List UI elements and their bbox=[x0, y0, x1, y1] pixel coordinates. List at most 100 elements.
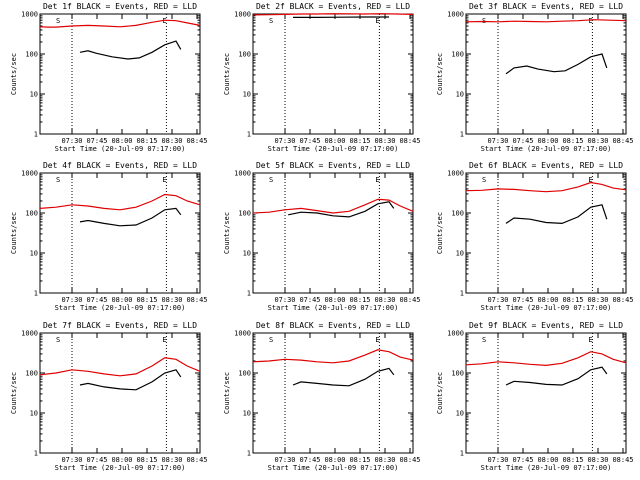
x-tick-label: 07:30 bbox=[61, 296, 82, 304]
y-tick-label: 1000 bbox=[447, 11, 464, 19]
detector-panel-2: Det 2f BLACK = Events, RED = LLD 1 10 100 10… bbox=[223, 2, 421, 153]
x-tick-label: 08:45 bbox=[612, 137, 633, 145]
x-tick-label: 08:00 bbox=[537, 296, 558, 304]
y-axis-label: Counts/sec bbox=[223, 372, 231, 414]
x-tick-label: 07:45 bbox=[512, 296, 533, 304]
x-tick-label: 07:30 bbox=[61, 456, 82, 464]
plot-frame bbox=[465, 332, 627, 454]
x-tick-label: 08:00 bbox=[324, 296, 345, 304]
x-tick-label: 08:15 bbox=[349, 456, 370, 464]
x-tick-label: 08:15 bbox=[136, 456, 157, 464]
x-tick-label: 08:45 bbox=[186, 456, 207, 464]
y-tick-label: 1000 bbox=[21, 330, 38, 338]
y-tick-label: 1 bbox=[247, 131, 251, 139]
x-tick-label: 07:30 bbox=[274, 456, 295, 464]
lld-series-line bbox=[252, 198, 414, 214]
x-tick-label: 08:30 bbox=[161, 456, 182, 464]
x-tick-label: 08:00 bbox=[324, 137, 345, 145]
y-tick-label: 100 bbox=[238, 210, 251, 218]
x-tick-label: 07:30 bbox=[61, 137, 82, 145]
plot-frame bbox=[252, 332, 414, 454]
panel-title: Det 6f BLACK = Events, RED = LLD bbox=[469, 161, 623, 170]
time-marker-label: S bbox=[56, 176, 60, 184]
x-tick-label: 08:30 bbox=[161, 137, 182, 145]
x-tick-label: 08:00 bbox=[537, 456, 558, 464]
y-tick-label: 1000 bbox=[21, 11, 38, 19]
y-tick-label: 10 bbox=[456, 250, 464, 258]
x-axis-label: Start Time (20-Jul-09 07:17:00) bbox=[268, 464, 399, 472]
y-tick-label: 10 bbox=[30, 91, 38, 99]
time-marker-label: E bbox=[588, 17, 592, 25]
y-tick-label: 1000 bbox=[21, 170, 38, 178]
x-axis-label: Start Time (20-Jul-09 07:17:00) bbox=[55, 464, 186, 472]
x-tick-label: 08:45 bbox=[612, 296, 633, 304]
detector-panel-9: Det 9f BLACK = Events, RED = LLD 1 10 100 10… bbox=[436, 321, 634, 472]
x-axis-label: Start Time (20-Jul-09 07:17:00) bbox=[55, 304, 186, 312]
panel-title: Det 8f BLACK = Events, RED = LLD bbox=[256, 321, 410, 330]
plot-frame bbox=[39, 13, 201, 135]
time-marker-label: S bbox=[269, 176, 273, 184]
y-axis-label: Counts/sec bbox=[10, 212, 18, 254]
plot-frame bbox=[39, 332, 201, 454]
panel-title: Det 5f BLACK = Events, RED = LLD bbox=[256, 161, 410, 170]
y-tick-label: 1000 bbox=[447, 170, 464, 178]
plot-frame bbox=[465, 172, 627, 294]
x-axis-label: Start Time (20-Jul-09 07:17:00) bbox=[268, 304, 399, 312]
time-marker-label: S bbox=[56, 336, 60, 344]
y-tick-label: 100 bbox=[238, 51, 251, 59]
events-series-line bbox=[79, 207, 182, 227]
x-tick-label: 07:30 bbox=[274, 137, 295, 145]
x-tick-label: 07:30 bbox=[487, 296, 508, 304]
x-tick-label: 07:45 bbox=[299, 296, 320, 304]
y-tick-label: 10 bbox=[243, 410, 251, 418]
detector-panel-1: Det 1f BLACK = Events, RED = LLD 1 10 100 10… bbox=[10, 2, 208, 153]
detector-panel-6: Det 6f BLACK = Events, RED = LLD 1 10 100 10… bbox=[436, 161, 634, 312]
y-axis-label: Counts/sec bbox=[436, 372, 444, 414]
y-tick-label: 100 bbox=[451, 210, 464, 218]
x-tick-label: 08:15 bbox=[349, 137, 370, 145]
x-tick-label: 07:45 bbox=[512, 137, 533, 145]
x-axis-label: Start Time (20-Jul-09 07:17:00) bbox=[481, 304, 612, 312]
time-marker-label: E bbox=[375, 17, 379, 25]
time-marker-label: S bbox=[269, 336, 273, 344]
lld-series-line bbox=[39, 357, 201, 377]
x-tick-label: 08:45 bbox=[399, 137, 420, 145]
x-tick-label: 07:45 bbox=[86, 137, 107, 145]
x-tick-label: 07:30 bbox=[487, 456, 508, 464]
y-tick-label: 1000 bbox=[234, 170, 251, 178]
x-tick-label: 08:15 bbox=[562, 137, 583, 145]
time-marker-label: E bbox=[588, 336, 592, 344]
x-tick-label: 08:30 bbox=[587, 296, 608, 304]
x-tick-label: 08:00 bbox=[111, 456, 132, 464]
plot-frame bbox=[465, 13, 627, 135]
events-series-line bbox=[288, 201, 395, 218]
y-tick-label: 10 bbox=[456, 410, 464, 418]
detector-panel-4: Det 4f BLACK = Events, RED = LLD 1 10 100 10… bbox=[10, 161, 208, 312]
x-tick-label: 08:00 bbox=[111, 296, 132, 304]
x-tick-label: 08:45 bbox=[612, 456, 633, 464]
panel-title: Det 1f BLACK = Events, RED = LLD bbox=[43, 2, 197, 11]
y-tick-label: 100 bbox=[238, 370, 251, 378]
x-tick-label: 07:45 bbox=[299, 137, 320, 145]
x-tick-label: 08:15 bbox=[562, 296, 583, 304]
lld-series-line bbox=[465, 19, 627, 23]
events-series-line bbox=[79, 369, 182, 391]
plot-frame bbox=[252, 13, 414, 135]
y-tick-label: 1 bbox=[34, 450, 38, 458]
y-tick-label: 100 bbox=[25, 51, 38, 59]
lld-series-line bbox=[252, 349, 414, 364]
x-tick-label: 08:30 bbox=[587, 137, 608, 145]
detector-panel-5: Det 5f BLACK = Events, RED = LLD 1 10 100 10… bbox=[223, 161, 421, 312]
time-marker-label: E bbox=[162, 336, 166, 344]
detector-panel-7: Det 7f BLACK = Events, RED = LLD 1 10 100 10… bbox=[10, 321, 208, 472]
y-axis-label: Counts/sec bbox=[223, 53, 231, 95]
x-axis-label: Start Time (20-Jul-09 07:17:00) bbox=[481, 464, 612, 472]
time-marker-label: E bbox=[375, 176, 379, 184]
y-tick-label: 100 bbox=[25, 210, 38, 218]
y-tick-label: 10 bbox=[30, 250, 38, 258]
lld-series-line bbox=[39, 193, 201, 211]
time-marker-label: S bbox=[482, 176, 486, 184]
y-axis-label: Counts/sec bbox=[10, 53, 18, 95]
x-tick-label: 08:45 bbox=[186, 137, 207, 145]
panel-title: Det 2f BLACK = Events, RED = LLD bbox=[256, 2, 410, 11]
